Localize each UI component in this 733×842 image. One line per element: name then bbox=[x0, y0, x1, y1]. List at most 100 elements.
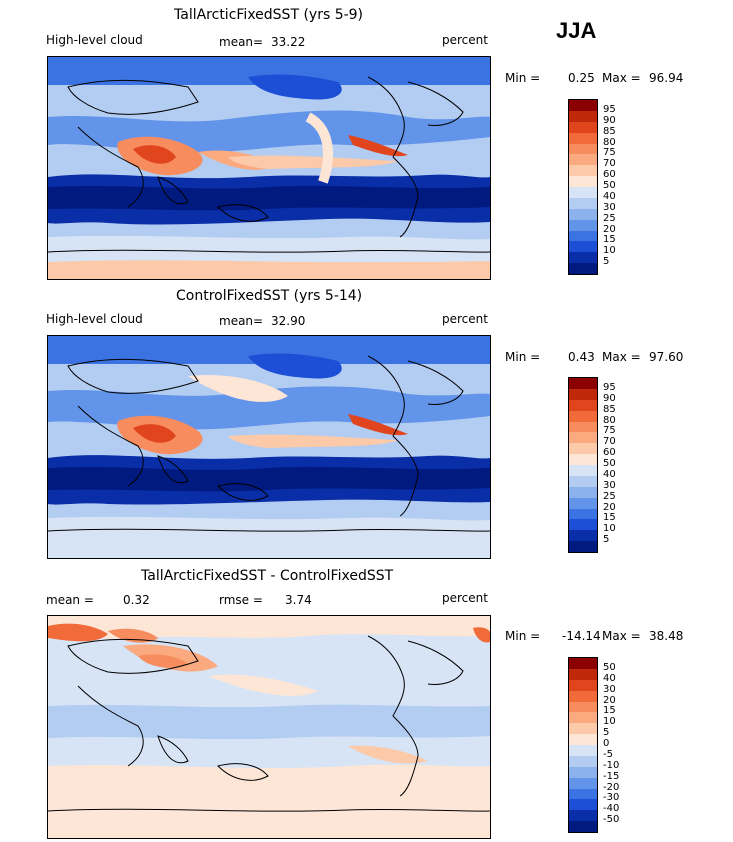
colorbar-tick-label: 15 bbox=[603, 512, 616, 524]
colorbar-swatch bbox=[569, 701, 597, 713]
colorbar-tick-label: 95 bbox=[603, 381, 616, 393]
panel-3-colorbar bbox=[568, 657, 598, 833]
colorbar-swatch bbox=[569, 712, 597, 724]
colorbar-swatch bbox=[569, 421, 597, 433]
colorbar-swatch bbox=[569, 143, 597, 155]
panel-2-mean-label: mean= bbox=[219, 314, 264, 328]
colorbar-swatch bbox=[569, 755, 597, 767]
colorbar-tick-label: 50 bbox=[603, 180, 616, 191]
colorbar-tick-label: 70 bbox=[603, 436, 616, 448]
colorbar-tick-label: 20 bbox=[603, 501, 616, 513]
panel-1-min-value: 0.25 bbox=[568, 71, 595, 85]
colorbar-swatch bbox=[569, 399, 597, 411]
colorbar-tick-label: -50 bbox=[603, 814, 620, 826]
colorbar-tick-label: 85 bbox=[603, 403, 616, 415]
colorbar-swatch bbox=[569, 197, 597, 209]
panel-2-map bbox=[47, 335, 491, 559]
panel-2-max-label: Max = bbox=[602, 350, 641, 364]
colorbar-swatch bbox=[569, 241, 597, 253]
colorbar-tick-label: 25 bbox=[603, 490, 616, 502]
panel-1-colorbar bbox=[568, 99, 598, 275]
panel-2-min-label: Min = bbox=[505, 350, 541, 364]
panel-3-min-value: -14.14 bbox=[562, 629, 601, 643]
colorbar-swatch bbox=[569, 176, 597, 187]
panel-3-min-label: Min = bbox=[505, 629, 541, 643]
colorbar-swatch bbox=[569, 723, 597, 735]
panel-3-max-value: 38.48 bbox=[649, 629, 684, 643]
panel-2-map-field bbox=[48, 336, 490, 558]
colorbar-tick-label: 40 bbox=[603, 190, 616, 202]
panel-3-mean-label: mean = bbox=[46, 593, 94, 607]
colorbar-swatch bbox=[569, 154, 597, 166]
panel-3-units: percent bbox=[442, 591, 488, 605]
panel-3-colorbar-labels: 50 40 30 20 15 10 5 0 -5 -10 -15 -20 -30 -40 -50 bbox=[603, 657, 633, 831]
colorbar-tick-label: 80 bbox=[603, 414, 616, 426]
colorbar-swatch bbox=[569, 165, 597, 177]
colorbar-tick-label: 5 bbox=[603, 534, 610, 546]
colorbar-tick-label: 60 bbox=[603, 169, 616, 181]
panel-2-colorbar-labels: 95 90 85 80 75 70 60 50 40 30 25 20 15 10 5 bbox=[603, 377, 633, 551]
panel-3-rmse-value: 3.74 bbox=[285, 593, 312, 607]
panel-3-rmse-label: rmse = bbox=[219, 593, 263, 607]
panel-1-units: percent bbox=[442, 33, 488, 47]
colorbar-tick-label: 5 bbox=[603, 256, 610, 268]
colorbar-tick-label: 20 bbox=[603, 223, 616, 235]
colorbar-swatch bbox=[569, 252, 597, 264]
colorbar-tick-label: -10 bbox=[603, 759, 620, 771]
colorbar-tick-label: 85 bbox=[603, 125, 616, 137]
colorbar-tick-label: 40 bbox=[603, 672, 616, 684]
colorbar-tick-label: -40 bbox=[603, 803, 620, 815]
colorbar-tick-label: 50 bbox=[603, 661, 616, 673]
colorbar-tick-label: 25 bbox=[603, 212, 616, 224]
colorbar-tick-label: 80 bbox=[603, 136, 616, 148]
colorbar-swatch bbox=[569, 454, 597, 465]
colorbar-swatch bbox=[569, 121, 597, 133]
colorbar-swatch bbox=[569, 208, 597, 220]
colorbar-tick-label: 50 bbox=[603, 458, 616, 469]
panel-1-colorbar-labels: 95 90 85 80 75 70 60 50 40 30 25 20 15 10 5 bbox=[603, 99, 633, 273]
colorbar-tick-label: 10 bbox=[603, 523, 616, 535]
colorbar-tick-label: 60 bbox=[603, 447, 616, 459]
colorbar-tick-label: 0 bbox=[603, 738, 610, 749]
panel-1-mean-label: mean= bbox=[219, 35, 264, 49]
panel-1-max-value: 96.94 bbox=[649, 71, 684, 85]
colorbar-swatch bbox=[569, 100, 597, 111]
colorbar-swatch bbox=[569, 734, 597, 745]
panel-2-title: ControlFixedSST (yrs 5-14) bbox=[176, 288, 363, 304]
panel-1-title: TallArcticFixedSST (yrs 5-9) bbox=[174, 7, 364, 23]
panel-1-min-label: Min = bbox=[505, 71, 541, 85]
colorbar-swatch bbox=[569, 766, 597, 778]
season-label: JJA bbox=[556, 18, 597, 43]
panel-2-mean-value: 32.90 bbox=[271, 314, 306, 328]
colorbar-swatch bbox=[569, 788, 597, 800]
panel-3-map bbox=[47, 615, 491, 839]
colorbar-swatch bbox=[569, 821, 597, 832]
colorbar-tick-label: 10 bbox=[603, 245, 616, 257]
colorbar-tick-label: 40 bbox=[603, 468, 616, 480]
panel-3-mean-value: 0.32 bbox=[123, 593, 150, 607]
panel-2-units: percent bbox=[442, 312, 488, 326]
colorbar-tick-label: 5 bbox=[603, 727, 610, 739]
colorbar-swatch bbox=[569, 530, 597, 542]
colorbar-tick-label: -20 bbox=[603, 781, 620, 793]
colorbar-swatch bbox=[569, 679, 597, 691]
colorbar-swatch bbox=[569, 541, 597, 552]
colorbar-swatch bbox=[569, 519, 597, 531]
colorbar-swatch bbox=[569, 132, 597, 144]
colorbar-tick-label: 30 bbox=[603, 479, 616, 491]
colorbar-tick-label: 30 bbox=[603, 201, 616, 213]
colorbar-swatch bbox=[569, 230, 597, 242]
colorbar-swatch bbox=[569, 187, 597, 198]
colorbar-swatch bbox=[569, 410, 597, 422]
colorbar-swatch bbox=[569, 475, 597, 487]
colorbar-swatch bbox=[569, 668, 597, 680]
panel-2-variable-label: High-level cloud bbox=[46, 312, 143, 326]
colorbar-swatch bbox=[569, 110, 597, 122]
panel-1-max-label: Max = bbox=[602, 71, 641, 85]
colorbar-swatch bbox=[569, 810, 597, 822]
colorbar-swatch bbox=[569, 658, 597, 669]
colorbar-swatch bbox=[569, 263, 597, 274]
colorbar-swatch bbox=[569, 497, 597, 509]
colorbar-tick-label: 70 bbox=[603, 158, 616, 170]
colorbar-tick-label: 15 bbox=[603, 705, 616, 717]
